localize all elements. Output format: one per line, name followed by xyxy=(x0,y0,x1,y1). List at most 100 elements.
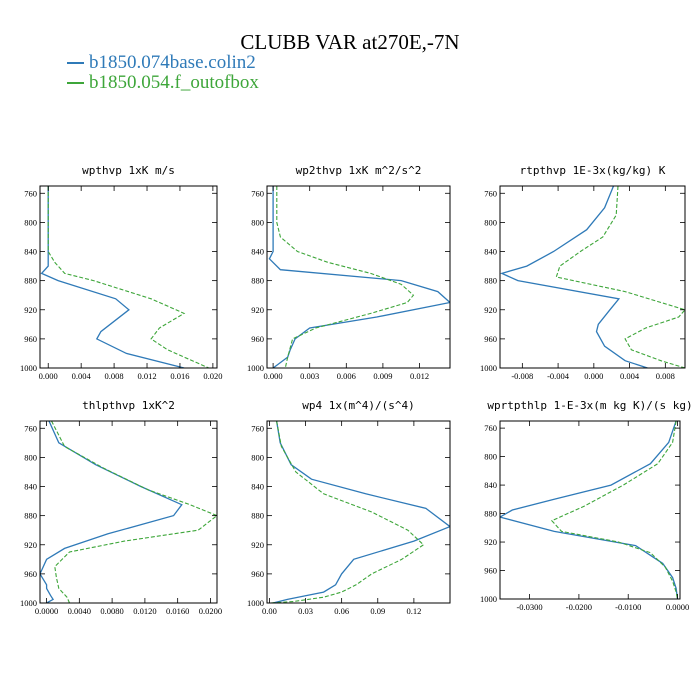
legend-item-1: b1850.054.f_outofbox xyxy=(67,72,259,94)
xtick-label-3-4: 0.0160 xyxy=(166,606,189,616)
legend-item-0: b1850.074base.colin2 xyxy=(67,52,256,74)
panel-1: wp2thvp 1xK m^2/s^2 760 800 840 880 920 960 100… xyxy=(247,164,451,381)
ytick-label-4-4: 920 xyxy=(251,540,264,550)
panel-4: wp4 1x(m^4)/(s^4)76080084088092096010000… xyxy=(247,399,451,616)
ytick-label-5-1: 800 xyxy=(484,452,497,462)
panel-title-1: wp2thvp 1xK m^2/s^2 xyxy=(296,164,422,177)
panel-5: wprtpthlp 1-E-3x(m kg K)/(s kg) 760 800 840… xyxy=(480,399,693,612)
panel-title-0: wpthvp 1xK m/s xyxy=(82,164,175,177)
xtick-label-3-5: 0.0200 xyxy=(199,606,222,616)
xtick-label-0-5: 0.020 xyxy=(203,371,222,381)
panel-frame-4 xyxy=(266,420,451,604)
xtick-label-1-4: 0.012 xyxy=(410,371,429,381)
legend-line-1 xyxy=(67,82,84,84)
ytick-label-1-6: 1000 xyxy=(247,363,264,373)
ytick-label-0-5: 960 xyxy=(24,334,37,344)
ytick-label-3-4: 920 xyxy=(24,540,37,550)
ytick-label-2-1: 800 xyxy=(484,217,497,227)
series-line-0-1 xyxy=(47,186,210,368)
ytick-label-2-4: 920 xyxy=(484,305,497,315)
xtick-label-2-2: 0.000 xyxy=(584,371,603,381)
ytick-label-3-5: 960 xyxy=(24,569,37,579)
ytick-label-1-2: 840 xyxy=(251,247,264,257)
xtick-label-5-1: -0.0200 xyxy=(566,602,592,612)
ytick-label-4-3: 880 xyxy=(251,511,264,521)
ytick-label-1-3: 880 xyxy=(251,276,264,286)
series-line-2-0 xyxy=(500,186,648,368)
series-line-3-0 xyxy=(40,421,183,603)
legend-label-0: b1850.074base.colin2 xyxy=(89,52,256,73)
series-line-1-0 xyxy=(268,186,450,368)
ytick-label-3-6: 1000 xyxy=(20,598,37,608)
series-line-3-1 xyxy=(51,421,217,603)
ytick-label-0-6: 1000 xyxy=(20,363,37,373)
panel-title-4: wp4 1x(m^4)/(s^4) xyxy=(302,399,415,412)
ytick-label-3-1: 800 xyxy=(24,452,37,462)
ytick-label-4-2: 840 xyxy=(251,482,264,492)
ytick-label-1-0: 760 xyxy=(251,188,264,198)
xtick-label-2-3: 0.004 xyxy=(620,371,640,381)
ytick-label-5-0: 760 xyxy=(484,423,497,433)
ytick-label-0-0: 760 xyxy=(24,188,37,198)
series-line-5-1 xyxy=(550,421,679,599)
xtick-label-2-1: -0.004 xyxy=(547,371,570,381)
ytick-label-5-5: 960 xyxy=(484,566,497,576)
series-line-4-0 xyxy=(272,421,450,603)
ytick-label-1-4: 920 xyxy=(251,305,264,315)
xtick-label-5-2: -0.0100 xyxy=(615,602,641,612)
xtick-label-3-1: 0.0040 xyxy=(68,606,91,616)
xtick-label-4-4: 0.12 xyxy=(406,606,421,616)
ytick-label-4-6: 1000 xyxy=(247,598,264,608)
series-line-1-1 xyxy=(276,186,415,368)
series-line-5-0 xyxy=(500,421,679,599)
legend-line-0 xyxy=(67,62,84,64)
xtick-label-0-1: 0.004 xyxy=(72,371,92,381)
ytick-label-4-1: 800 xyxy=(251,452,264,462)
ytick-label-5-4: 920 xyxy=(484,537,497,547)
xtick-label-4-1: 0.03 xyxy=(298,606,313,616)
ytick-label-2-2: 840 xyxy=(484,247,497,257)
xtick-label-1-1: 0.003 xyxy=(300,371,319,381)
xtick-label-0-0: 0.000 xyxy=(39,371,58,381)
xtick-label-4-2: 0.06 xyxy=(334,606,349,616)
xtick-label-2-0: -0.008 xyxy=(511,371,533,381)
panel-frame-2 xyxy=(499,185,686,369)
series-line-0-0 xyxy=(40,186,185,368)
ytick-label-0-2: 840 xyxy=(24,247,37,257)
ytick-label-1-1: 800 xyxy=(251,217,264,227)
panel-title-5: wprtpthlp 1-E-3x(m kg K)/(s kg) xyxy=(487,399,692,412)
xtick-label-0-3: 0.012 xyxy=(137,371,156,381)
xtick-label-5-0: -0.0300 xyxy=(516,602,542,612)
ytick-label-0-4: 920 xyxy=(24,305,37,315)
ytick-label-1-5: 960 xyxy=(251,334,264,344)
legend-label-1: b1850.054.f_outofbox xyxy=(89,72,259,93)
xtick-label-1-3: 0.009 xyxy=(373,371,392,381)
xtick-label-0-4: 0.016 xyxy=(170,371,189,381)
xtick-label-3-2: 0.0080 xyxy=(100,606,123,616)
xtick-label-4-3: 0.09 xyxy=(370,606,385,616)
series-line-4-1 xyxy=(269,421,425,603)
chart-title: CLUBB VAR at270E,-7N xyxy=(240,30,460,54)
panel-frame-3 xyxy=(39,420,218,604)
panel-0: wpthvp 1xK m/s76080084088092096010000.00… xyxy=(20,164,222,381)
ytick-label-2-0: 760 xyxy=(484,188,497,198)
ytick-label-0-3: 880 xyxy=(24,276,37,286)
xtick-label-4-0: 0.00 xyxy=(262,606,277,616)
xtick-label-0-2: 0.008 xyxy=(105,371,124,381)
ytick-label-5-3: 880 xyxy=(484,509,497,519)
xtick-label-5-3: 0.0000 xyxy=(666,602,689,612)
ytick-label-2-6: 1000 xyxy=(480,363,497,373)
panel-frame-0 xyxy=(39,185,218,369)
series-line-2-1 xyxy=(555,186,685,368)
panel-title-2: rtpthvp 1E-3x(kg/kg) K xyxy=(520,164,666,177)
xtick-label-3-0: 0.0000 xyxy=(35,606,58,616)
panel-title-3: thlpthvp 1xK^2 xyxy=(82,399,175,412)
panel-frame-5 xyxy=(499,420,681,600)
ytick-label-5-2: 840 xyxy=(484,480,497,490)
ytick-label-3-3: 880 xyxy=(24,511,37,521)
ytick-label-5-6: 1000 xyxy=(480,594,497,604)
ytick-label-0-1: 800 xyxy=(24,217,37,227)
panel-2: rtpthvp 1E-3x(kg/kg) K 760 800 840 880 920 960… xyxy=(480,164,686,381)
ytick-label-4-0: 760 xyxy=(251,423,264,433)
